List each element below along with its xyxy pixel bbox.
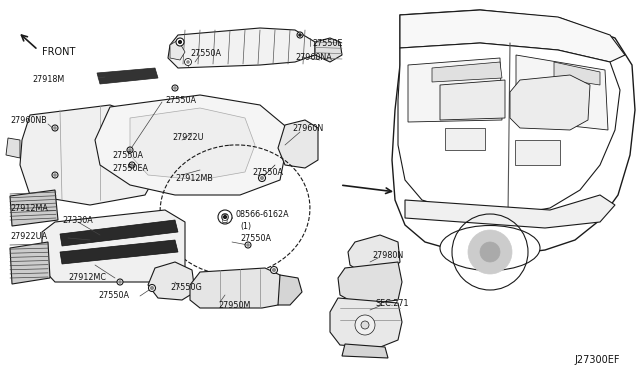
Polygon shape (10, 190, 58, 226)
Text: 27960NB: 27960NB (10, 115, 47, 125)
Circle shape (150, 286, 154, 289)
Circle shape (131, 164, 133, 166)
Polygon shape (168, 28, 315, 68)
Text: 27922U: 27922U (172, 132, 204, 141)
Text: 27550A: 27550A (112, 151, 143, 160)
Polygon shape (42, 210, 185, 282)
Circle shape (148, 285, 156, 292)
Polygon shape (97, 68, 158, 84)
Circle shape (355, 315, 375, 335)
Text: 27550A: 27550A (252, 167, 283, 176)
Circle shape (271, 266, 278, 273)
Polygon shape (175, 138, 273, 158)
Circle shape (221, 214, 228, 221)
Circle shape (176, 38, 184, 46)
Text: J27300EF: J27300EF (575, 355, 620, 365)
Polygon shape (130, 108, 255, 180)
Circle shape (184, 58, 191, 65)
Circle shape (223, 215, 227, 218)
Text: 27550A: 27550A (98, 292, 129, 301)
Polygon shape (515, 140, 560, 165)
Text: FRONT: FRONT (42, 47, 76, 57)
Text: 08566-6162A: 08566-6162A (235, 209, 289, 218)
Polygon shape (392, 10, 635, 255)
Polygon shape (315, 38, 342, 62)
Circle shape (129, 162, 135, 168)
Circle shape (187, 61, 189, 63)
Text: 27950M: 27950M (218, 301, 250, 310)
Polygon shape (342, 344, 388, 358)
Circle shape (119, 281, 121, 283)
Text: 27912MC: 27912MC (68, 273, 106, 282)
Polygon shape (330, 298, 402, 348)
Polygon shape (60, 240, 178, 264)
Circle shape (129, 149, 131, 151)
Text: 27550A: 27550A (190, 48, 221, 58)
Circle shape (218, 210, 232, 224)
Text: SEC.271: SEC.271 (375, 299, 408, 308)
Circle shape (299, 34, 301, 36)
Circle shape (361, 321, 369, 329)
Circle shape (480, 242, 500, 262)
Polygon shape (408, 58, 502, 122)
Circle shape (174, 87, 176, 89)
Text: 27912MA: 27912MA (10, 203, 48, 212)
Circle shape (297, 32, 303, 38)
Text: 27918M: 27918M (33, 74, 65, 83)
Circle shape (172, 85, 178, 91)
Circle shape (127, 147, 133, 153)
Circle shape (259, 174, 266, 182)
Polygon shape (516, 55, 608, 130)
Circle shape (260, 176, 264, 180)
Text: 27550A: 27550A (240, 234, 271, 243)
Circle shape (52, 172, 58, 178)
Polygon shape (348, 235, 400, 275)
Ellipse shape (440, 225, 540, 270)
Polygon shape (168, 118, 264, 140)
Text: 27550E: 27550E (312, 38, 342, 48)
Polygon shape (10, 242, 50, 284)
Polygon shape (190, 268, 285, 308)
Circle shape (54, 174, 56, 176)
Polygon shape (338, 262, 402, 305)
Polygon shape (278, 120, 318, 168)
Circle shape (273, 269, 275, 272)
Circle shape (247, 244, 249, 246)
Circle shape (468, 230, 512, 274)
Text: 27550G: 27550G (170, 282, 202, 292)
Polygon shape (6, 138, 20, 158)
Polygon shape (20, 105, 162, 205)
Text: 27980N: 27980N (372, 251, 403, 260)
Circle shape (245, 242, 251, 248)
Circle shape (54, 127, 56, 129)
Polygon shape (60, 220, 178, 246)
Polygon shape (510, 75, 590, 130)
Polygon shape (278, 275, 302, 305)
Text: 27550A: 27550A (165, 96, 196, 105)
Text: (1): (1) (240, 221, 251, 231)
Polygon shape (178, 153, 282, 175)
Text: 27912MB: 27912MB (175, 173, 213, 183)
Text: 27550EA: 27550EA (112, 164, 148, 173)
Polygon shape (554, 62, 600, 85)
Text: Ⓢ: Ⓢ (222, 212, 228, 222)
Polygon shape (405, 195, 615, 228)
Polygon shape (398, 43, 620, 215)
Polygon shape (170, 40, 185, 60)
Text: 27960N: 27960N (292, 124, 323, 132)
Polygon shape (400, 10, 625, 62)
Polygon shape (95, 95, 290, 195)
Text: 27922UA: 27922UA (10, 231, 47, 241)
Circle shape (52, 125, 58, 131)
Circle shape (179, 41, 182, 44)
Polygon shape (440, 80, 505, 120)
Text: 27330A: 27330A (62, 215, 93, 224)
Polygon shape (445, 128, 485, 150)
Text: 27960NA: 27960NA (295, 52, 332, 61)
Polygon shape (432, 62, 502, 82)
Circle shape (117, 279, 123, 285)
Polygon shape (148, 262, 195, 300)
